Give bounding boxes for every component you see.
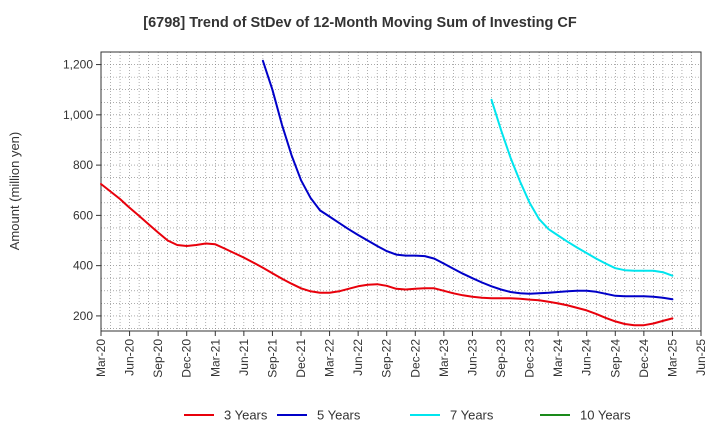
- x-tick-label: Mar-25: [665, 339, 679, 377]
- x-tick-label: Mar-20: [94, 339, 108, 377]
- x-tick-label: Dec-21: [294, 339, 308, 378]
- y-tick-label: 1,000: [63, 108, 93, 122]
- legend-label-1: 3 Years: [224, 408, 268, 423]
- x-tick-label: Jun-20: [123, 339, 137, 376]
- legend-label-3: 7 Years: [450, 408, 494, 423]
- y-tick-label: 200: [73, 309, 93, 323]
- x-tick-label: Sep-20: [151, 339, 165, 378]
- y-tick-label: 400: [73, 259, 93, 273]
- x-tick-label: Mar-23: [437, 339, 451, 377]
- x-tick-label: Mar-22: [323, 339, 337, 377]
- legend-label-4: 10 Years: [580, 408, 631, 423]
- x-tick-label: Jun-25: [694, 339, 708, 376]
- series-lines: [100, 59, 674, 327]
- x-tick-label: Mar-21: [208, 339, 222, 377]
- x-tick-label: Jun-23: [465, 339, 479, 376]
- y-axis-label: Amount (million yen): [7, 132, 22, 251]
- grid: [101, 52, 701, 331]
- y-tick-labels: 200 400 600 800 1,000 1,200: [63, 58, 93, 323]
- x-tick-label: Sep-24: [608, 339, 622, 378]
- legend: 3 Years 5 Years 7 Years 10 Years: [184, 408, 631, 423]
- x-tick-label: Dec-24: [637, 339, 651, 378]
- x-tick-label: Jun-24: [580, 339, 594, 376]
- series-line-3: [490, 98, 674, 277]
- x-tick-label: Dec-22: [408, 339, 422, 378]
- x-tick-label: Jun-22: [351, 339, 365, 376]
- legend-label-2: 5 Years: [317, 408, 361, 423]
- y-tick-label: 600: [73, 208, 93, 222]
- x-tick-label: Dec-20: [180, 339, 194, 378]
- chart-title: [6798] Trend of StDev of 12-Month Moving…: [143, 15, 577, 31]
- y-tick-label: 1,200: [63, 58, 93, 72]
- y-tick-label: 800: [73, 158, 93, 172]
- x-tick-label: Sep-23: [494, 339, 508, 378]
- x-tick-label: Sep-22: [380, 339, 394, 378]
- x-tick-label: Sep-21: [265, 339, 279, 378]
- x-tick-label: Mar-24: [551, 339, 565, 377]
- x-tick-label: Dec-23: [523, 339, 537, 378]
- axes: [96, 51, 702, 336]
- plot-frame: [100, 51, 702, 332]
- series-line-1: [100, 183, 674, 327]
- x-tick-label: Jun-21: [237, 339, 251, 376]
- series-line-2: [261, 59, 674, 301]
- x-tick-labels: Mar-20 Jun-20 Sep-20 Dec-20 Mar-21 Jun-21 Sep-…: [94, 339, 708, 378]
